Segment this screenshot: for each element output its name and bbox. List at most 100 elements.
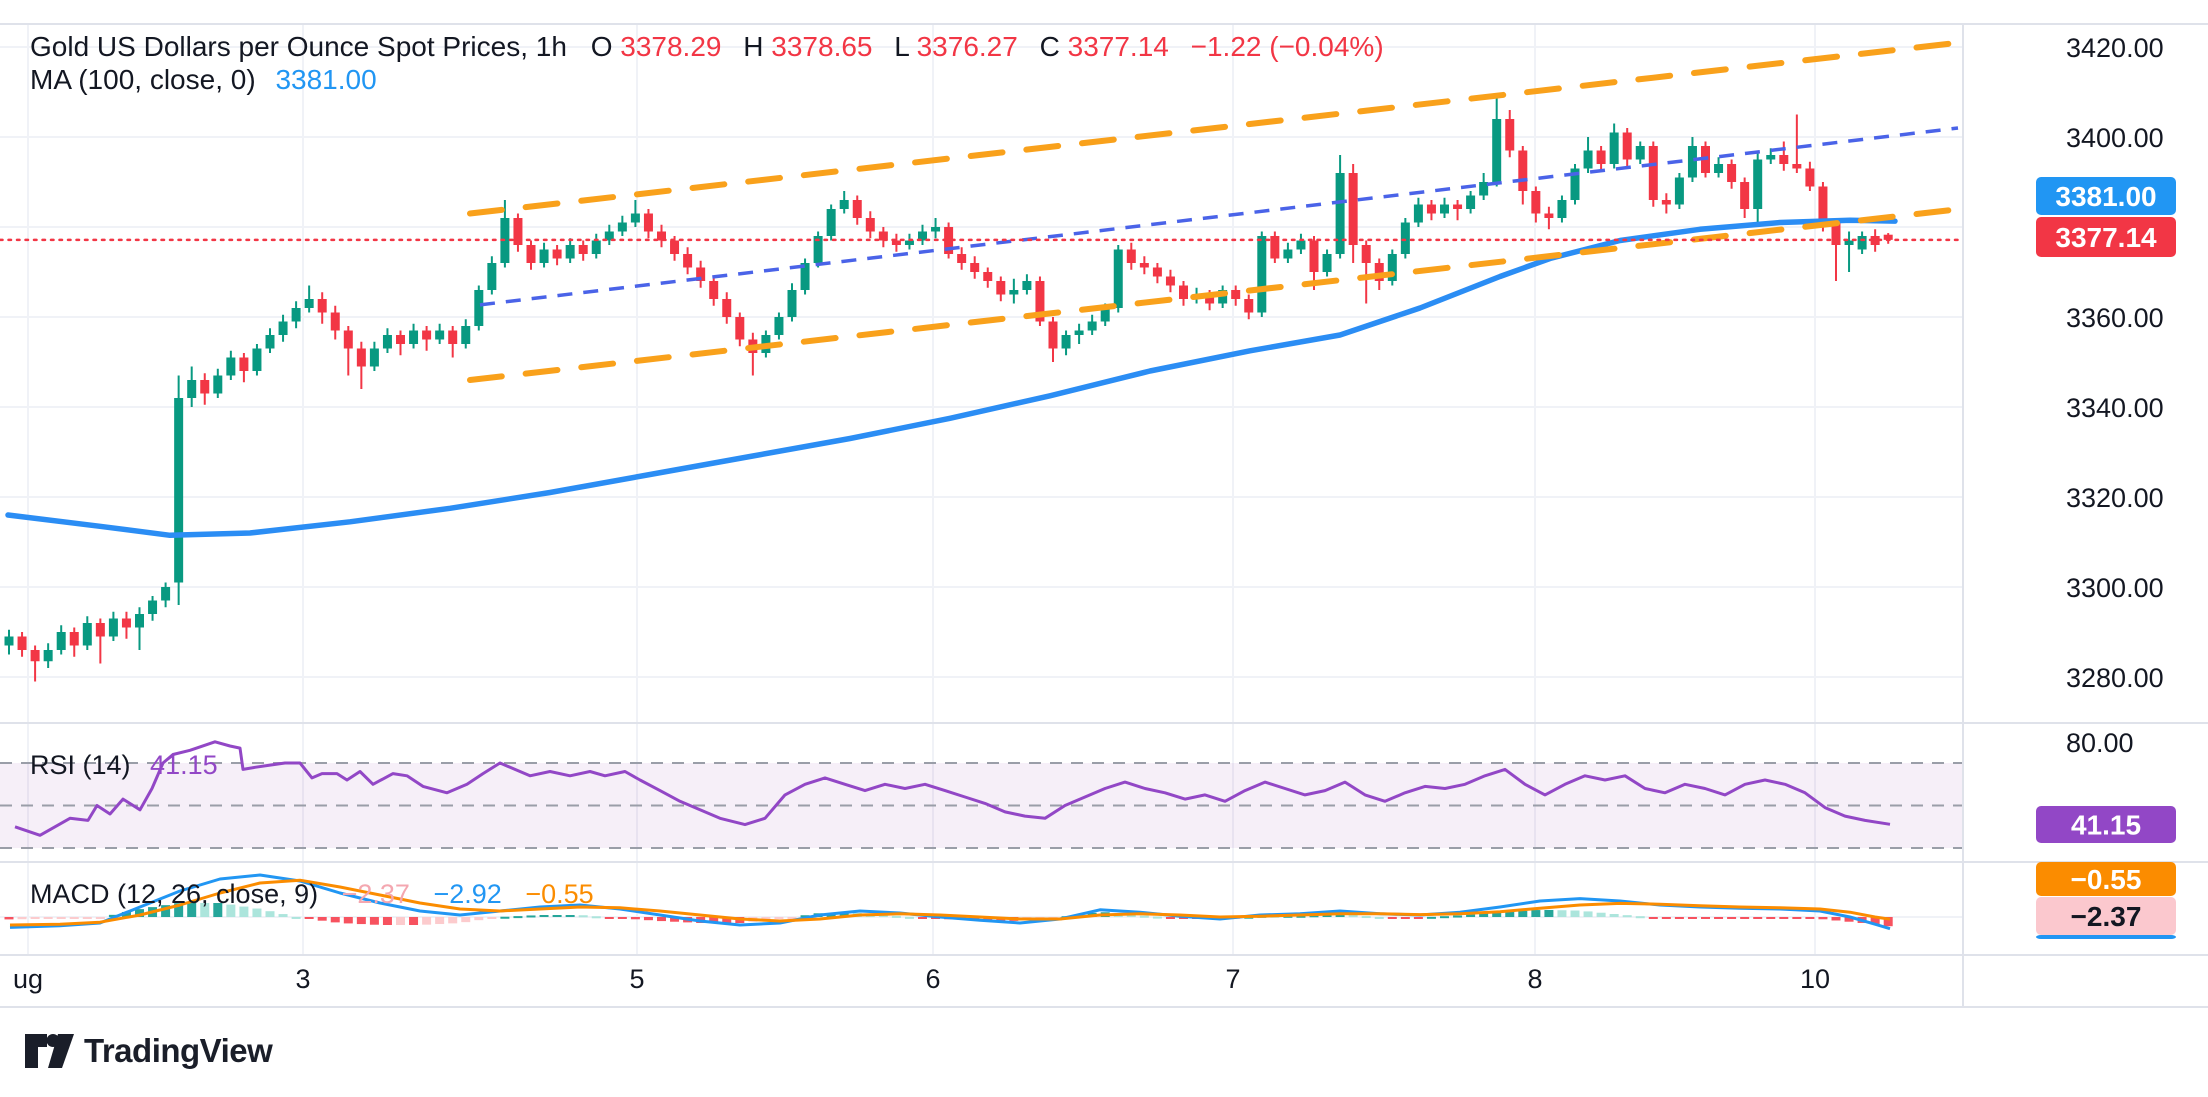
macd-signal-line <box>9 878 1891 927</box>
macd-histogram-bar <box>500 916 510 919</box>
macd-line <box>9 873 1891 931</box>
macd-histogram-bar <box>1492 912 1502 917</box>
candle-up <box>1413 204 1423 223</box>
upper-channel-line[interactable] <box>467 39 1963 217</box>
close-value: 3377.14 <box>1068 31 1169 62</box>
macd-histogram-bar <box>226 904 236 917</box>
ma-label: MA (100, close, 0) <box>30 64 256 95</box>
candle-down <box>709 281 719 299</box>
candle-down <box>343 330 353 349</box>
macd-histogram-bar <box>526 915 536 918</box>
price-axis-label[interactable]: 3420.00 <box>2066 33 2164 63</box>
candle-up <box>435 330 445 340</box>
macd-hist-badge-text: −2.37 <box>2071 901 2142 932</box>
macd-histogram-bar <box>1740 917 1750 919</box>
macd-histogram-bar <box>1883 917 1893 927</box>
price-axis-label[interactable]: 3320.00 <box>2066 483 2164 513</box>
candle-down <box>1165 276 1175 286</box>
candlestick-series <box>4 96 1893 682</box>
macd-histogram-bar <box>213 903 223 917</box>
candle-up <box>252 348 262 371</box>
time-axis-label[interactable]: 8 <box>1527 964 1542 994</box>
macd-histogram-bar <box>369 917 379 925</box>
candle-up <box>1335 173 1345 254</box>
macd-histogram-bar <box>252 908 262 917</box>
macd-histogram-bar <box>82 917 92 919</box>
macd-hist-value: −2.37 <box>342 879 410 909</box>
time-axis-label[interactable]: 3 <box>295 964 310 994</box>
gridlines <box>0 24 1963 955</box>
candle-up <box>1857 236 1867 250</box>
candle-down <box>1048 321 1058 349</box>
macd-histogram-bar <box>1400 917 1410 919</box>
candle-down <box>1309 240 1319 272</box>
candle-down <box>1035 281 1045 322</box>
candle-down <box>1531 191 1541 214</box>
blue-trendline[interactable] <box>479 126 1959 307</box>
candle-down <box>1453 204 1463 209</box>
macd-histogram-bar <box>69 917 79 919</box>
candle-down <box>1126 249 1136 263</box>
time-axis-label[interactable]: 7 <box>1225 964 1240 994</box>
candle-down <box>1740 182 1750 209</box>
macd-histogram-bar <box>1374 916 1384 919</box>
low-value: 3376.27 <box>917 31 1018 62</box>
candle-up <box>774 317 784 335</box>
candle-up <box>56 632 66 650</box>
candle-down <box>69 632 79 646</box>
symbol-title: Gold US Dollars per Ounce Spot Prices, 1… <box>30 31 567 62</box>
macd-histogram-bar <box>1635 916 1645 919</box>
rsi-axis-label[interactable]: 80.00 <box>2066 728 2134 758</box>
price-axis-label[interactable]: 3360.00 <box>2066 303 2164 333</box>
tradingview-logo[interactable]: TradingView <box>25 1032 274 1069</box>
time-axis-label[interactable]: 5 <box>629 964 644 994</box>
price-axis-label[interactable]: 3340.00 <box>2066 393 2164 423</box>
candle-up <box>369 348 379 367</box>
candle-up <box>1687 146 1697 178</box>
time-axis-label[interactable]: ug <box>13 964 43 994</box>
macd-histogram-bar <box>591 916 601 919</box>
macd-histogram-bar <box>1335 914 1345 917</box>
candle-down <box>1361 245 1371 263</box>
tv-logo-t-icon <box>25 1034 47 1068</box>
time-axis-label[interactable]: 6 <box>925 964 940 994</box>
candle-up <box>409 330 419 344</box>
macd-histogram-bar <box>774 917 784 920</box>
ma-value: 3381.00 <box>275 64 376 95</box>
candle-up <box>1844 240 1854 245</box>
tv-logo-v-icon <box>48 1034 74 1068</box>
candle-up <box>1400 222 1410 254</box>
rsi-value: 41.15 <box>150 750 218 780</box>
macd-signal-value: −0.55 <box>525 879 593 909</box>
macd-histogram-bar <box>565 915 575 917</box>
candle-up <box>839 200 849 209</box>
candle-down <box>1179 285 1188 299</box>
lower-channel-line[interactable] <box>467 206 1963 383</box>
macd-histogram-bar <box>1570 910 1580 917</box>
price-axis-label[interactable]: 3280.00 <box>2066 663 2164 693</box>
macd-histogram-bar <box>539 915 549 917</box>
candle-down <box>1805 168 1815 187</box>
candle-down <box>643 213 653 232</box>
candle-up <box>382 335 392 349</box>
candle-down <box>722 299 732 317</box>
candle-down <box>1139 263 1149 268</box>
candle-down <box>657 231 666 241</box>
candle-up <box>1766 155 1776 160</box>
macd-line-value: −2.92 <box>433 879 501 909</box>
candle-up <box>213 375 223 394</box>
candle-down <box>891 240 901 245</box>
candle-up <box>918 231 927 241</box>
chart-surface[interactable] <box>0 24 1963 1007</box>
time-axis-label[interactable]: 10 <box>1800 964 1830 994</box>
candle-up <box>135 614 144 628</box>
price-axis-label[interactable]: 3400.00 <box>2066 123 2164 153</box>
macd-histogram-bar <box>1466 914 1476 917</box>
macd-histogram-bar <box>108 914 118 917</box>
price-axis-label[interactable]: 3300.00 <box>2066 573 2164 603</box>
candle-down <box>30 650 40 662</box>
candle-down <box>552 249 562 259</box>
macd-histogram-bar <box>1870 917 1880 925</box>
macd-histogram-bar <box>1727 917 1737 919</box>
candle-up <box>1322 254 1332 272</box>
